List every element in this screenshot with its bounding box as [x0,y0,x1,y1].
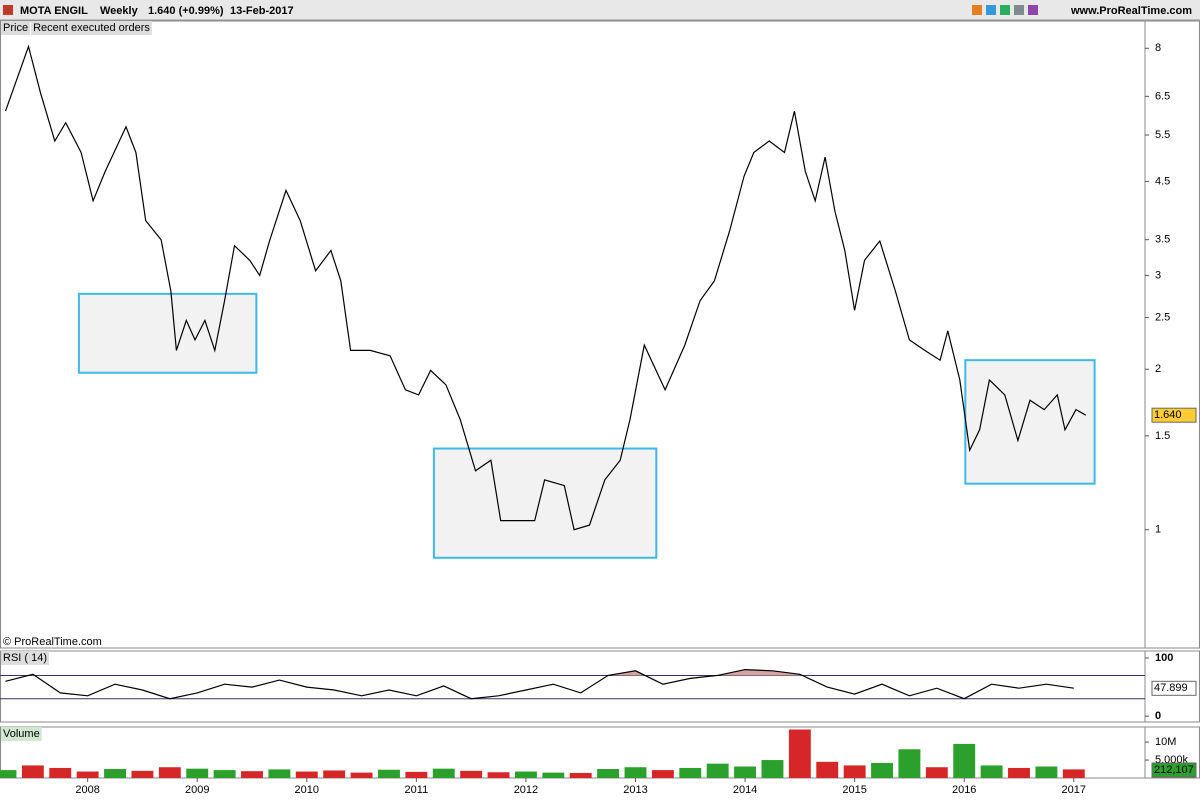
volume-bar [706,763,729,778]
volume-bar [268,769,291,778]
volume-bar [405,771,428,778]
panel-label-bg [1,727,42,741]
volume-bar [76,771,99,778]
panel-label-bg [1,651,50,665]
y-tick-label: 1.5 [1155,430,1170,442]
y-tick-label: 0 [1155,710,1161,722]
overbought-fill [28,669,803,676]
volume-bar [49,767,72,778]
x-tick-label: 2015 [842,784,866,796]
volume-bar [131,770,154,778]
period: Weekly [100,5,139,17]
source: © ProRealTime.com [3,636,102,648]
volume-bar [651,770,674,778]
panel-label: RSI ( 14) [3,652,47,664]
x-tick-label: 2014 [733,784,757,796]
y-tick-label: 3 [1155,269,1161,281]
x-tick-label: 2010 [295,784,319,796]
panel-label: Price [3,22,28,34]
site[interactable]: www.ProRealTime.com [1070,5,1192,17]
volume-bar [514,771,537,778]
volume-bar [679,767,702,778]
icon[interactable] [1000,5,1010,15]
header-bar [0,0,1200,20]
x-tick-label: 2016 [952,784,976,796]
volume-bar [21,765,44,778]
panel-label-bg [31,21,152,35]
symbol: MOTA ENGIL [20,5,88,17]
quote: 1.640 (+0.99%) [148,5,224,17]
icon[interactable] [1028,5,1038,15]
volume-bar [1062,769,1085,778]
y-tick-label: 4.5 [1155,175,1170,187]
x-tick-label: 2009 [185,784,209,796]
volume-bar [350,772,373,778]
last-value-label: 1.640 [1154,409,1182,421]
y-tick-label: 6.5 [1155,90,1170,102]
date: 13-Feb-2017 [230,5,294,17]
volume-bar [213,770,236,778]
last-value-label: 212,107 [1154,764,1194,776]
y-tick-label: 100 [1155,652,1173,664]
volume-bar [186,768,209,778]
volume-bar [980,765,1003,778]
y-tick-label: 8 [1155,42,1161,54]
volume-bar [816,761,839,778]
volume-bar [323,770,346,778]
volume-bar [1008,767,1030,778]
icon[interactable] [972,5,982,15]
volume-bar [104,769,127,778]
x-tick-label: 2012 [514,784,538,796]
volume-bar [0,770,17,778]
volume-bar [295,771,318,778]
volume-bar [788,729,811,778]
x-tick-label: 2017 [1062,784,1086,796]
volume-bar [569,772,592,778]
y-tick-label: 1 [1155,524,1161,536]
x-tick-label: 2008 [75,784,99,796]
x-tick-label: 2013 [623,784,647,796]
volume-bar [241,771,263,778]
volume-bar [871,762,893,778]
y-tick-label: 5.5 [1155,129,1170,141]
volume-bar [624,767,647,778]
price-line [5,668,1074,700]
volume-bar [158,767,181,778]
icon [3,5,13,15]
y-tick-label: 10M [1155,736,1176,748]
volume-bar [843,765,866,778]
last-value-box [1151,407,1197,423]
panel-frame [0,650,1200,723]
volume-bar [1035,766,1058,778]
highlight-zone [964,359,1096,485]
volume-bar [487,772,510,778]
last-value-box [1151,762,1197,778]
volume-bar [378,769,400,778]
panel-label-bg [1,21,31,35]
panel-label: Recent executed orders [33,22,150,34]
volume-bar [898,749,921,778]
y-tick-label: 2 [1155,363,1161,375]
y-tick-label: 3.5 [1155,234,1170,246]
highlight-zone [432,447,658,559]
last-value-box [1151,680,1197,696]
icon[interactable] [1014,5,1024,15]
last-value-label: 47.899 [1154,682,1188,694]
volume-bar [542,772,565,778]
volume-bar [761,760,784,778]
y-tick-label: 2.5 [1155,311,1170,323]
highlight-zone [77,292,258,374]
volume-bar [953,743,976,778]
icon[interactable] [986,5,996,15]
volume-bar [925,767,948,778]
panel-label: Volume [3,728,40,740]
volume-bar [734,766,757,778]
price-line [4,44,1087,531]
volume-bar [460,770,483,778]
volume-bar [597,769,620,778]
x-tick-label: 2011 [405,784,429,796]
volume-bar [432,768,455,778]
